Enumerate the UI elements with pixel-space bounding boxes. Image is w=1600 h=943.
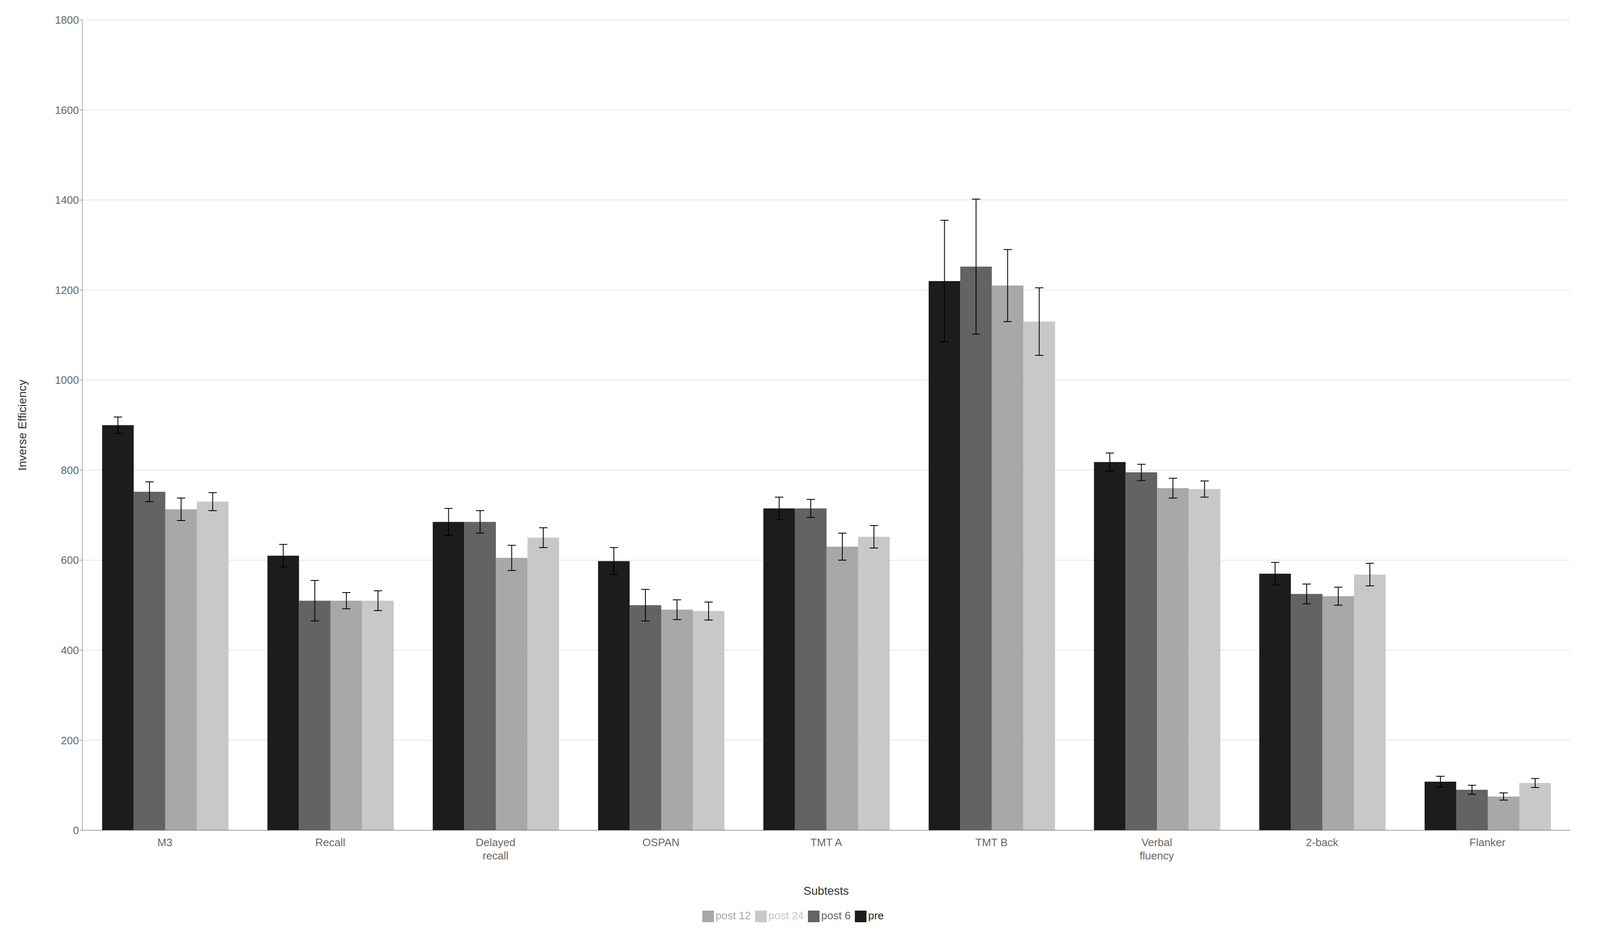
svg-text:1600: 1600: [54, 103, 79, 117]
html-text:post 24: post 24: [768, 908, 804, 922]
svg-text:M3: M3: [157, 835, 173, 849]
svg-text:600: 600: [61, 553, 79, 567]
svg-text:1800: 1800: [54, 13, 79, 27]
svg-text:TMT B: TMT B: [975, 835, 1008, 849]
html-text:pre: pre: [868, 908, 884, 922]
svg-text:Inverse Efficiency: Inverse Efficiency: [15, 379, 29, 471]
svg-text:Verbalfluency: Verbalfluency: [1139, 835, 1174, 862]
svg-text:400: 400: [61, 643, 79, 657]
svg-text:OSPAN: OSPAN: [642, 835, 680, 849]
svg-text:1400: 1400: [54, 193, 79, 207]
html-text:post 12: post 12: [715, 908, 751, 922]
svg-text:0: 0: [73, 823, 79, 837]
svg-text:Recall: Recall: [315, 835, 346, 849]
svg-text:2-back: 2-back: [1305, 835, 1339, 849]
svg-text:Delayedrecall: Delayedrecall: [475, 835, 516, 862]
svg-text:200: 200: [61, 733, 79, 747]
svg-text:1200: 1200: [54, 283, 79, 297]
svg-text:Flanker: Flanker: [1469, 835, 1506, 849]
svg-text:Subtests: Subtests: [803, 883, 850, 897]
svg-text:TMT A: TMT A: [810, 835, 843, 849]
svg-text:800: 800: [61, 463, 79, 477]
html-text:post 6: post 6: [821, 908, 851, 922]
svg-text:1000: 1000: [54, 373, 79, 387]
